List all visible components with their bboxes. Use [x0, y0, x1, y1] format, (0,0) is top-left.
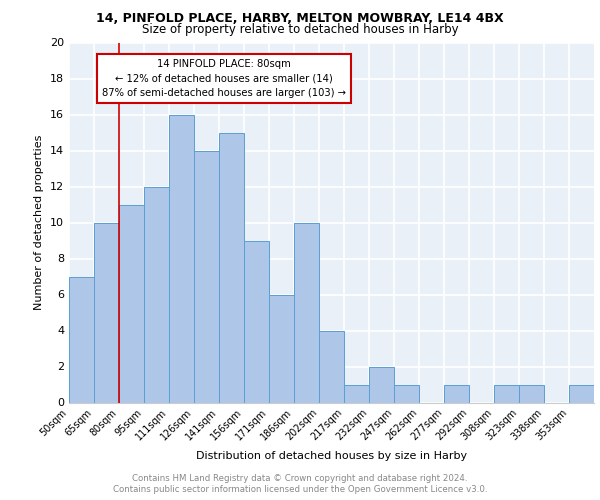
Bar [244, 240, 269, 402]
Bar [169, 114, 194, 403]
Bar [519, 384, 544, 402]
Text: 14, PINFOLD PLACE, HARBY, MELTON MOWBRAY, LE14 4BX: 14, PINFOLD PLACE, HARBY, MELTON MOWBRAY… [96, 12, 504, 24]
Text: 14 PINFOLD PLACE: 80sqm
← 12% of detached houses are smaller (14)
87% of semi-de: 14 PINFOLD PLACE: 80sqm ← 12% of detache… [102, 58, 346, 98]
Bar [269, 294, 294, 403]
Bar [319, 330, 344, 402]
Text: Size of property relative to detached houses in Harby: Size of property relative to detached ho… [142, 22, 458, 36]
Bar [344, 384, 369, 402]
Bar [369, 366, 394, 402]
Text: Contains HM Land Registry data © Crown copyright and database right 2024.
Contai: Contains HM Land Registry data © Crown c… [113, 474, 487, 494]
Bar [69, 276, 94, 402]
Bar [144, 186, 169, 402]
Bar [444, 384, 469, 402]
Bar [194, 150, 219, 402]
Bar [94, 222, 119, 402]
Bar [119, 204, 144, 402]
Y-axis label: Number of detached properties: Number of detached properties [34, 135, 44, 310]
Bar [219, 132, 244, 402]
Bar [494, 384, 519, 402]
X-axis label: Distribution of detached houses by size in Harby: Distribution of detached houses by size … [196, 450, 467, 460]
Bar [294, 222, 319, 402]
Bar [394, 384, 419, 402]
Bar [569, 384, 594, 402]
